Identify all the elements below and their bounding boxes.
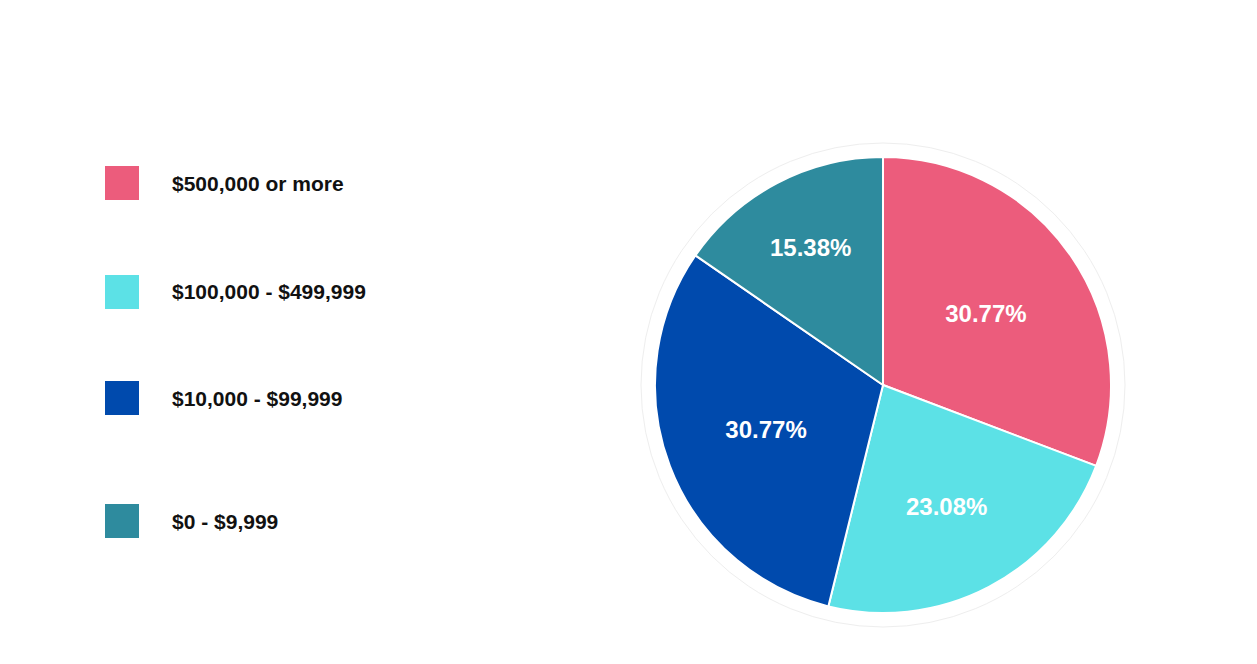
svg-text:$10,000 - $99,999: $10,000 - $99,999 xyxy=(172,387,342,410)
svg-text:15.38%: 15.38% xyxy=(770,234,851,261)
svg-text:$500,000 or more: $500,000 or more xyxy=(172,172,344,195)
svg-text:23.08%: 23.08% xyxy=(906,493,987,520)
svg-text:30.77%: 30.77% xyxy=(725,416,806,443)
svg-text:30.77%: 30.77% xyxy=(945,300,1026,327)
svg-text:$0 - $9,999: $0 - $9,999 xyxy=(172,510,278,533)
svg-text:$100,000 - $499,999: $100,000 - $499,999 xyxy=(172,280,366,303)
